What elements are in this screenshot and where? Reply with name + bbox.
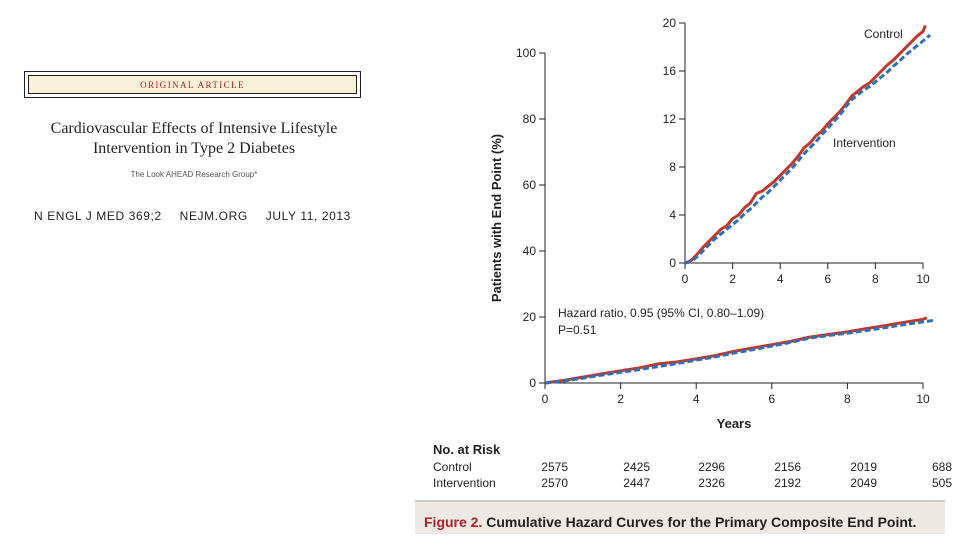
risk-table: No. at Risk Control 2575 2425 2296 2156 … <box>433 442 953 492</box>
risk-cell: 688 <box>931 460 952 474</box>
y-tick-label: 16 <box>663 64 677 78</box>
x-tick-label: 10 <box>916 272 930 286</box>
inset-label-intervention: Intervention <box>833 136 896 150</box>
risk-cell: 2019 <box>850 460 877 474</box>
citation: N ENGL J MED 369;2 NEJM.ORG JULY 11, 201… <box>34 209 365 223</box>
y-tick-label: 20 <box>663 16 677 30</box>
series-line-intervention <box>684 33 932 265</box>
citation-date: JULY 11, 2013 <box>265 209 351 223</box>
risk-cell: 505 <box>931 476 952 490</box>
y-tick-label: 100 <box>516 46 536 60</box>
article-type-banner: ORIGINAL ARTICLE <box>24 71 361 98</box>
citation-journal: N ENGL J MED 369;2 <box>34 209 162 223</box>
x-tick-label: 8 <box>844 392 851 406</box>
x-tick-label: 0 <box>542 392 549 406</box>
caption-figure-number: Figure 2. <box>424 514 483 530</box>
x-tick-label: 8 <box>872 272 879 286</box>
y-tick-label: 0 <box>669 256 676 270</box>
risk-cell: 2326 <box>698 476 725 490</box>
article-title-line-2: Intervention in Type 2 Diabetes <box>92 140 296 157</box>
risk-cell: 2425 <box>623 460 650 474</box>
y-tick-label: 40 <box>523 244 537 258</box>
x-tick-label: 0 <box>682 272 689 286</box>
risk-cell: 2447 <box>623 476 650 490</box>
inset-plot: 0 4 8 12 16 20 0 2 4 6 8 10 Control Intervention <box>663 16 932 286</box>
x-tick-label: 2 <box>617 392 624 406</box>
series-line-intervention <box>544 318 935 385</box>
risk-row-label: Intervention <box>433 476 496 490</box>
risk-cell: 2296 <box>698 460 725 474</box>
caption-text: Figure 2. Cumulative Hazard Curves for t… <box>424 514 916 530</box>
citation-site: NEJM.ORG <box>179 209 248 223</box>
article-title: Cardiovascular Effects of Intensive Life… <box>24 119 364 159</box>
x-tick-label: 6 <box>824 272 831 286</box>
x-tick-label: 6 <box>768 392 775 406</box>
risk-row-control: Control 2575 2425 2296 2156 2019 688 <box>433 460 953 476</box>
x-tick-label: 4 <box>777 272 784 286</box>
risk-cell: 2049 <box>850 476 877 490</box>
article-title-line-1: Cardiovascular Effects of Intensive Life… <box>50 120 338 137</box>
inset-label-control: Control <box>864 27 903 41</box>
risk-row-intervention: Intervention 2570 2447 2326 2192 2049 50… <box>433 476 953 492</box>
figure-caption: Figure 2. Cumulative Hazard Curves for t… <box>415 500 945 534</box>
p-value-annotation: P=0.51 <box>558 323 597 337</box>
y-tick-label: 80 <box>523 112 537 126</box>
risk-cell: 2156 <box>774 460 801 474</box>
y-axis-title: Patients with End Point (%) <box>489 134 504 302</box>
y-tick-label: 60 <box>523 178 537 192</box>
x-tick-label: 10 <box>916 392 930 406</box>
y-tick-label: 20 <box>523 310 537 324</box>
y-tick-label: 0 <box>529 376 536 390</box>
risk-table-title: No. at Risk <box>433 442 501 457</box>
y-tick-label: 4 <box>669 208 676 222</box>
risk-cell: 2575 <box>541 460 568 474</box>
figure-panel: 0 20 40 60 80 100 0 2 4 6 8 10 Years Patients with En… <box>415 0 960 540</box>
risk-row-label: Control <box>433 460 472 474</box>
y-tick-label: 8 <box>669 160 676 174</box>
x-tick-label: 4 <box>693 392 700 406</box>
series-line-control <box>684 24 927 265</box>
hazard-ratio-annotation: Hazard ratio, 0.95 (95% CI, 0.80–1.09) <box>558 306 764 320</box>
y-tick-label: 12 <box>663 112 677 126</box>
series-line-control <box>544 316 928 385</box>
article-type-label: ORIGINAL ARTICLE <box>28 75 357 94</box>
article-authors: The Look AHEAD Research Group* <box>130 170 258 179</box>
caption-title: Cumulative Hazard Curves for the Primary… <box>486 514 917 530</box>
x-tick-label: 2 <box>729 272 736 286</box>
risk-cell: 2192 <box>774 476 801 490</box>
x-axis-title: Years <box>717 416 752 431</box>
risk-cell: 2570 <box>541 476 568 490</box>
